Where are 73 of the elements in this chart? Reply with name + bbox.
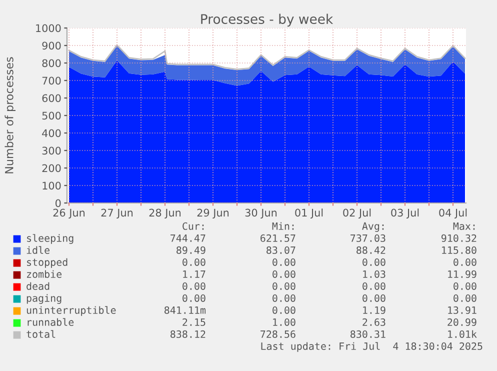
- legend-label: sleeping: [27, 234, 74, 244]
- x-tick-label: 01 Jul: [295, 208, 323, 219]
- text: Min:: [272, 222, 294, 230]
- legend-label: paging: [26, 294, 62, 304]
- text: Last update: Fri Jul 4 18:30:04 2025: [261, 342, 482, 352]
- text: 2.15: [182, 318, 206, 326]
- x-tick-label: 30 Jun: [245, 208, 277, 219]
- y-tick-label: 300: [42, 146, 61, 155]
- text: 11.99: [448, 270, 476, 278]
- text: 83.07: [266, 246, 296, 254]
- legend-label: zombie: [26, 270, 62, 278]
- x-tick-label: 03 Jul: [391, 208, 419, 219]
- y-tick-label: 500: [42, 112, 61, 120]
- text: 1.03: [363, 270, 386, 278]
- text: 1.19: [363, 306, 386, 314]
- text: 0.00: [182, 294, 206, 302]
- text: 0.00: [454, 282, 476, 290]
- text: 737.03: [350, 234, 386, 242]
- y-tick-label: 900: [42, 42, 61, 50]
- legend-label: idle: [26, 246, 50, 254]
- text: 0.00: [182, 282, 206, 290]
- x-tick-label: 28 Jun: [149, 208, 181, 219]
- legend-label: uninterruptible: [26, 306, 116, 316]
- y-tick-label: 400: [42, 129, 61, 138]
- legend-label: stopped: [27, 258, 68, 268]
- text: 0.00: [454, 294, 476, 302]
- y-tick-label: 700: [42, 76, 61, 85]
- text: 910.32: [442, 234, 476, 242]
- text: 0.00: [272, 282, 296, 290]
- text: 838.12: [170, 330, 206, 338]
- legend-label: dead: [26, 282, 50, 290]
- legend-label: runnable: [28, 318, 74, 326]
- line-series: [68, 44, 466, 70]
- y-tick-label: 800: [42, 59, 61, 68]
- text: 0.00: [272, 270, 296, 278]
- text: Cur:: [182, 222, 204, 230]
- text: 621.57: [260, 234, 296, 242]
- x-tick-label: 29 Jun: [197, 208, 229, 219]
- text: 1.00: [273, 318, 296, 326]
- legend-label: total: [26, 330, 56, 338]
- text: 0.00: [272, 306, 296, 314]
- text: Max:: [453, 222, 475, 230]
- text: 0.00: [272, 258, 296, 266]
- y-tick-label: 100: [42, 182, 61, 190]
- text: 20.99: [448, 318, 476, 326]
- x-tick-label: 02 Jul: [343, 208, 371, 219]
- text: 88.42: [356, 246, 386, 254]
- x-tick-label: 27 Jun: [101, 208, 133, 219]
- text: 1.01k: [448, 330, 477, 338]
- text: 830.31: [350, 330, 386, 338]
- text: Avg:: [362, 222, 384, 232]
- text: 89.49: [176, 246, 206, 254]
- text: 841.11m: [164, 306, 206, 314]
- text: 0.00: [362, 258, 386, 266]
- y-tick-label: 1000: [36, 24, 61, 32]
- text: 2.63: [362, 318, 386, 326]
- text: 0.00: [182, 258, 206, 266]
- text: 115.80: [442, 246, 476, 254]
- x-tick-label: 04 Jul: [439, 208, 467, 219]
- text: 0.00: [362, 294, 386, 302]
- chart-title: Processes - by week: [201, 14, 334, 27]
- x-tick-label: 26 Jun: [53, 208, 85, 219]
- text: 744.47: [170, 234, 206, 242]
- text: 0.00: [454, 258, 476, 266]
- y-tick-label: 600: [42, 94, 61, 102]
- text: 13.91: [448, 306, 476, 314]
- y-tick-label: 0: [56, 199, 61, 208]
- y-tick-label: 200: [42, 164, 61, 172]
- y-axis-title: Number of processes: [4, 57, 16, 174]
- text: 1.17: [183, 270, 206, 278]
- text: 0.00: [272, 294, 296, 302]
- text: 0.00: [362, 282, 386, 290]
- text: 728.56: [260, 330, 296, 338]
